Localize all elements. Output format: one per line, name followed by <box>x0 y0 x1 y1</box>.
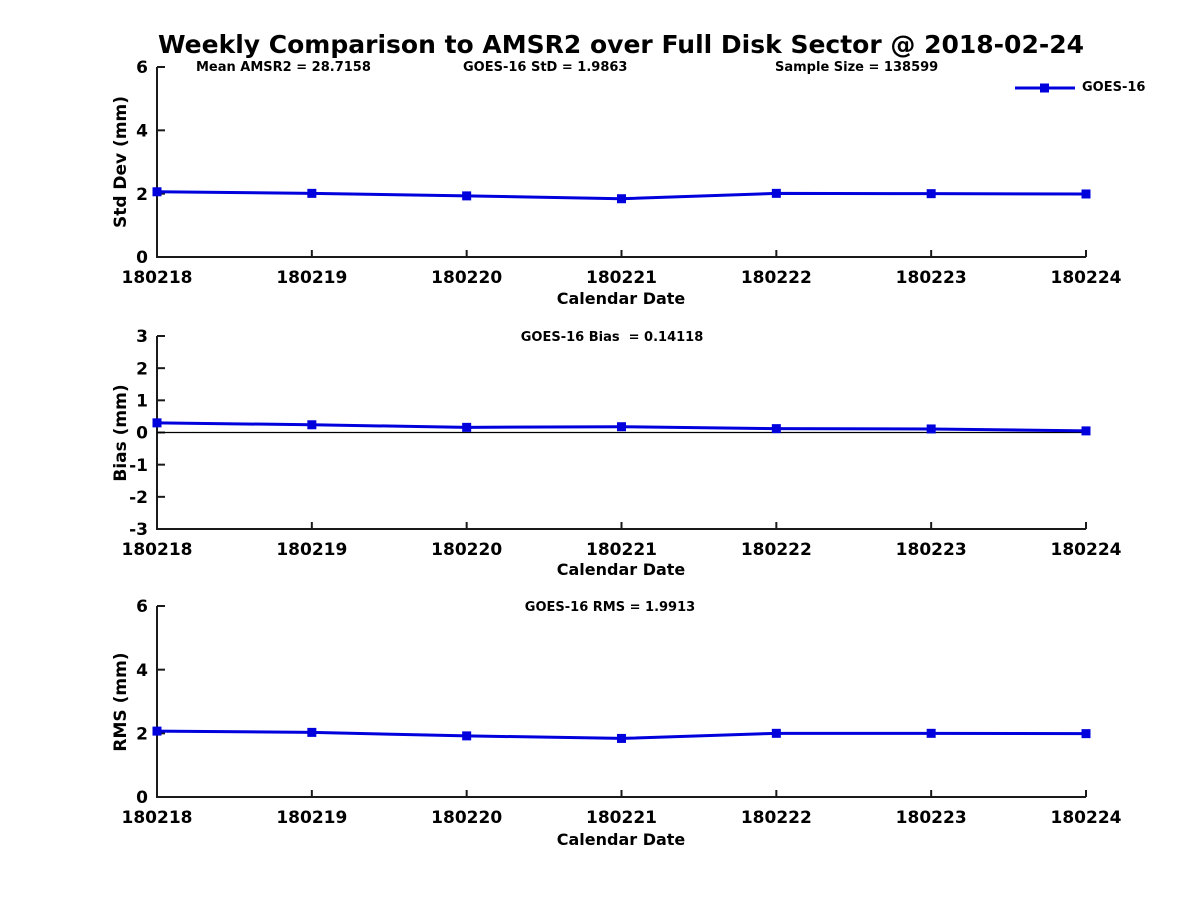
std-dev-data-point-marker <box>771 188 781 198</box>
rms-y-tick-label: 4 <box>136 661 148 681</box>
rms-data-point-marker <box>926 728 936 738</box>
bias-data-point-marker <box>771 424 781 434</box>
rms-x-tick-label: 180219 <box>276 808 347 828</box>
bias-y-tick-label: -1 <box>129 456 148 476</box>
bias-x-tick-label: 180222 <box>741 540 812 560</box>
rms-x-tick-label: 180224 <box>1051 808 1122 828</box>
std-dev-data-point-marker <box>1081 189 1091 199</box>
bias-y-tick-label: 0 <box>136 424 148 444</box>
bias-y-tick-label: 2 <box>136 359 148 379</box>
std-dev-x-tick-label: 180219 <box>276 268 347 288</box>
rms-y-tick-label: 2 <box>136 724 148 744</box>
bias-x-tick-label: 180224 <box>1051 540 1122 560</box>
bias-y-tick-label: -3 <box>129 520 148 540</box>
std-dev-data-point-marker <box>152 187 162 197</box>
bias-y-tick-label: 1 <box>136 391 148 411</box>
std-dev-x-tick-label: 180221 <box>586 268 657 288</box>
annotation-sample-size: Sample Size = 138599 <box>775 60 939 75</box>
rms-data-point-marker <box>462 731 472 741</box>
bias-x-tick-label: 180218 <box>122 540 193 560</box>
rms-y-tick-label: 0 <box>136 788 148 808</box>
rms-data-point-marker <box>152 726 162 736</box>
annotation-goes16-rms: GOES-16 RMS = 1.9913 <box>524 600 696 615</box>
bias-data-point-marker <box>1081 426 1091 436</box>
std-dev-y-tick-label: 2 <box>136 185 148 205</box>
legend-label: GOES-16 <box>1082 80 1146 95</box>
bias-y-tick-label: 3 <box>136 327 148 347</box>
bias-x-tick-label: 180220 <box>431 540 502 560</box>
std-dev-x-tick-label: 180222 <box>741 268 812 288</box>
y-axis-label-bias: Bias (mm) <box>111 384 131 482</box>
rms-x-tick-label: 180222 <box>741 808 812 828</box>
std-dev-x-tick-label: 180224 <box>1051 268 1122 288</box>
bias-data-point-marker <box>462 422 472 432</box>
annotation-mean-amsr2: Mean AMSR2 = 28.7158 <box>196 60 371 75</box>
rms-data-point-marker <box>617 733 626 743</box>
std-dev-y-tick-label: 4 <box>136 121 148 141</box>
rms-x-tick-label: 180223 <box>896 808 967 828</box>
std-dev-y-tick-label: 0 <box>136 248 148 268</box>
annotation-goes16-bias: GOES-16 Bias = 0.14118 <box>520 330 704 345</box>
figure-title: Weekly Comparison to AMSR2 over Full Dis… <box>157 30 1085 59</box>
bias-x-tick-label: 180219 <box>276 540 347 560</box>
std-dev-x-tick-label: 180220 <box>431 268 502 288</box>
bias-y-tick-label: -2 <box>129 488 148 508</box>
legend: GOES-16 <box>1014 80 1145 95</box>
annotation-goes16-std: GOES-16 StD = 1.9863 <box>463 60 628 75</box>
rms-x-tick-label: 180221 <box>586 808 657 828</box>
y-axis-label-rms: RMS (mm) <box>111 652 131 752</box>
std-dev-x-tick-label: 180223 <box>896 268 967 288</box>
x-axis-label-3: Calendar Date <box>556 830 686 849</box>
std-dev-data-point-marker <box>617 194 626 204</box>
rms-data-point-marker <box>771 728 781 738</box>
bias-data-point-marker <box>617 422 626 432</box>
x-axis-label-2: Calendar Date <box>556 560 686 579</box>
y-axis-label-stddev: Std Dev (mm) <box>111 95 131 229</box>
rms-data-point-marker <box>1081 729 1091 739</box>
rms-data-point-marker <box>307 727 317 737</box>
bias-data-point-marker <box>152 418 162 428</box>
rms-y-tick-label: 6 <box>136 597 148 617</box>
std-dev-y-tick-label: 6 <box>136 58 148 78</box>
std-dev-data-point-marker <box>462 191 472 201</box>
bias-data-point-marker <box>926 424 936 434</box>
std-dev-data-point-marker <box>307 188 317 198</box>
std-dev-data-point-marker <box>926 189 936 199</box>
legend-line-marker-icon <box>1015 83 1075 92</box>
bias-x-tick-label: 180223 <box>896 540 967 560</box>
rms-x-tick-label: 180218 <box>122 808 193 828</box>
rms-x-tick-label: 180220 <box>431 808 502 828</box>
bias-x-tick-label: 180221 <box>586 540 657 560</box>
x-axis-label-1: Calendar Date <box>556 289 686 308</box>
bias-data-point-marker <box>307 420 317 430</box>
std-dev-x-tick-label: 180218 <box>122 268 193 288</box>
